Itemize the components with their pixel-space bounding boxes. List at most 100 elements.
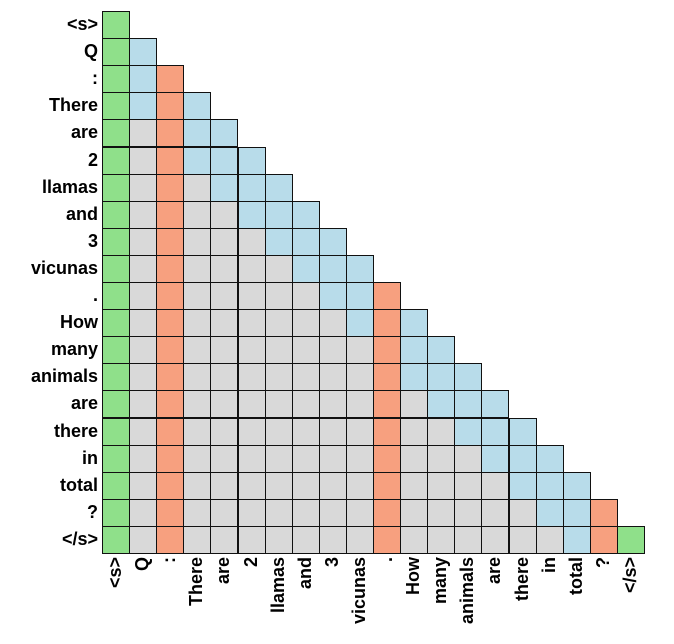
- mask-cell: [373, 444, 402, 473]
- mask-cell: [129, 498, 158, 527]
- column-label: animals: [457, 556, 478, 624]
- mask-cell: [237, 309, 266, 338]
- row-label: There: [48, 95, 98, 116]
- mask-cell: [237, 525, 266, 554]
- row-label: are: [70, 122, 98, 143]
- row-label: .: [92, 285, 98, 305]
- row-label: are: [70, 393, 98, 414]
- mask-cell: [156, 254, 185, 283]
- mask-cell: [291, 498, 320, 527]
- mask-cell: [345, 417, 374, 446]
- mask-cell: [291, 227, 320, 256]
- mask-cell: [454, 363, 483, 392]
- column-label: total: [565, 557, 586, 595]
- mask-cell: [183, 227, 212, 256]
- mask-cell: [562, 525, 591, 554]
- mask-cell: [400, 390, 429, 419]
- mask-cell: [427, 363, 456, 392]
- mask-cell: [373, 471, 402, 500]
- mask-cell: [129, 119, 158, 148]
- mask-cell: [102, 38, 131, 67]
- mask-cell: [373, 309, 402, 338]
- mask-cell: [237, 146, 266, 175]
- mask-cell: [237, 498, 266, 527]
- mask-cell: [291, 200, 320, 229]
- row-label: 3: [87, 230, 98, 251]
- column-label: How: [403, 557, 424, 595]
- row-label: and: [65, 203, 98, 224]
- mask-cell: [156, 92, 185, 121]
- mask-cell: [291, 390, 320, 419]
- mask-cell: [210, 254, 239, 283]
- mask-cell: [156, 65, 185, 94]
- mask-cell: [454, 525, 483, 554]
- mask-cell: [210, 282, 239, 311]
- mask-cell: [237, 363, 266, 392]
- mask-cell: [264, 173, 293, 202]
- mask-cell: [102, 146, 131, 175]
- mask-cell: [129, 173, 158, 202]
- column-label: in: [538, 557, 559, 573]
- mask-cell: [183, 119, 212, 148]
- row-label: Q: [83, 41, 98, 62]
- mask-cell: [589, 498, 618, 527]
- mask-cell: [237, 417, 266, 446]
- mask-cell: [454, 471, 483, 500]
- row-label: :: [92, 68, 98, 89]
- mask-cell: [291, 444, 320, 473]
- mask-cell: [237, 173, 266, 202]
- mask-cell: [129, 471, 158, 500]
- mask-cell: [210, 390, 239, 419]
- row-label: ?: [87, 501, 98, 522]
- mask-cell: [129, 390, 158, 419]
- mask-cell: [156, 146, 185, 175]
- mask-cell: [318, 444, 347, 473]
- column-label: 3: [321, 556, 342, 567]
- mask-cell: [264, 417, 293, 446]
- mask-cell: [318, 471, 347, 500]
- mask-cell: [156, 444, 185, 473]
- mask-cell: [535, 525, 564, 554]
- mask-cell: [129, 254, 158, 283]
- mask-cell: [318, 309, 347, 338]
- mask-cell: [183, 471, 212, 500]
- mask-cell: [535, 444, 564, 473]
- mask-cell: [345, 471, 374, 500]
- mask-cell: [454, 498, 483, 527]
- column-label: </s>: [619, 556, 640, 593]
- mask-cell: [183, 363, 212, 392]
- mask-cell: [562, 498, 591, 527]
- mask-cell: [318, 254, 347, 283]
- mask-cell: [237, 444, 266, 473]
- column-label: are: [484, 556, 505, 584]
- mask-cell: [210, 417, 239, 446]
- mask-cell: [183, 525, 212, 554]
- mask-cell: [535, 498, 564, 527]
- mask-cell: [102, 444, 131, 473]
- mask-cell: [183, 200, 212, 229]
- mask-cell: [508, 525, 537, 554]
- mask-cell: [102, 173, 131, 202]
- mask-cell: [183, 173, 212, 202]
- mask-cell: [156, 282, 185, 311]
- mask-cell: [345, 525, 374, 554]
- mask-cell: [373, 363, 402, 392]
- mask-cell: [129, 525, 158, 554]
- mask-cell: [210, 146, 239, 175]
- row-label: </s>: [61, 528, 98, 549]
- mask-cell: [616, 525, 645, 554]
- mask-cell: [210, 227, 239, 256]
- mask-cell: [102, 11, 131, 40]
- mask-cell: [400, 363, 429, 392]
- mask-cell: [210, 173, 239, 202]
- mask-cell: [373, 498, 402, 527]
- mask-cell: [481, 390, 510, 419]
- mask-cell: [129, 309, 158, 338]
- mask-cell: [454, 444, 483, 473]
- mask-cell: [400, 417, 429, 446]
- mask-cell: [508, 498, 537, 527]
- mask-cell: [291, 254, 320, 283]
- mask-cell: [264, 525, 293, 554]
- mask-cell: [481, 444, 510, 473]
- mask-cell: [318, 417, 347, 446]
